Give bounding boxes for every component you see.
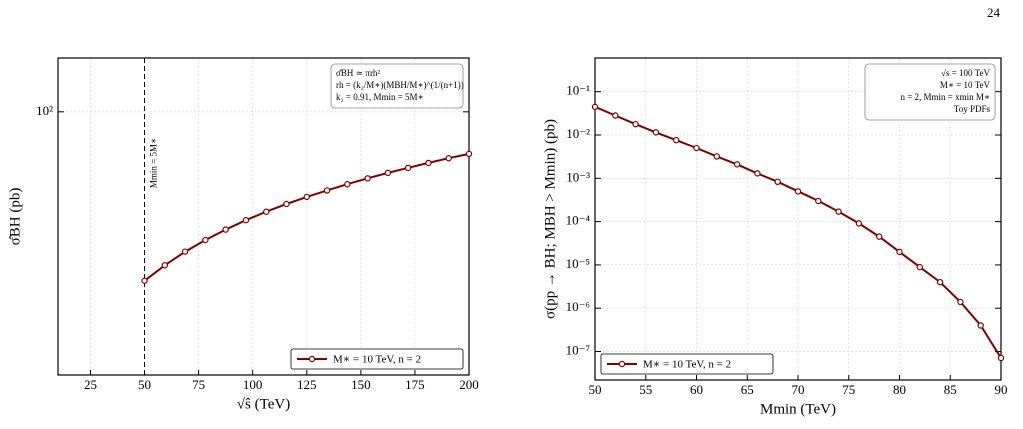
annotation-box [864,63,996,121]
data-point [997,354,1005,362]
x-tick-label: 90 [995,382,1008,397]
y-tick-label: 10⁻⁴ [566,213,591,228]
data-point [303,193,310,201]
y-axis-label: σ̂BH (pb) [7,188,23,246]
data-point [425,159,432,167]
data-point [323,187,331,194]
data-point [202,236,209,244]
y-axis-label: σ(pp → BH; MBH > Mmin) (pb) [542,119,558,319]
annotation-text: rh = (k₂/M∗)(MBH/M∗)^(1/(n+1)) [336,80,464,90]
data-point [835,208,842,215]
data-point [855,220,863,227]
x-tick-label: 85 [944,382,957,397]
x-axis-label: √ŝ (TeV) [237,396,290,412]
x-tick-label: 150 [351,377,371,392]
annotation-box [330,63,464,109]
data-point [263,208,270,215]
data-point [957,298,964,306]
data-point [794,188,802,195]
data-point [161,262,169,269]
data-point [774,178,781,186]
data-point [916,263,924,271]
data-point [733,161,741,168]
data-point [652,129,660,136]
x-tick-label: 55 [639,382,652,397]
x-tick-label: 70 [792,382,805,397]
series-line [594,105,1002,359]
y-tick-label: 10⁻⁷ [566,343,590,358]
annotation-text: σ̂BH ≃ πrh² [336,68,380,78]
data-point [632,120,639,128]
data-point [936,278,944,286]
x-tick-label: 75 [842,382,855,397]
annotation-text: √s = 100 TeV [941,68,990,78]
plot-frame [57,57,470,376]
x-tick-label: 200 [459,377,479,392]
legend-label: M∗ = 10 TeV, n = 2 [333,354,421,366]
data-point [713,153,721,160]
x-tick-label: 80 [893,382,906,397]
data-point [181,248,189,255]
x-tick-label: 100 [243,377,263,392]
annotation-text: Toy PDFs [954,104,991,114]
data-point [141,277,148,284]
y-tick-label: 10⁻⁶ [566,299,590,314]
y-tick-label: 10² [36,103,53,118]
data-point [754,170,761,177]
legend-label: M∗ = 10 TeV, n = 2 [643,359,731,371]
data-point [977,322,984,329]
annotation-text: k₂ = 0.91, Mmin = 5M∗ [336,92,424,102]
legend-box [600,353,774,375]
x-tick-label: 50 [589,382,602,397]
data-point [404,164,412,172]
data-point [465,150,473,158]
y-tick-label: 10⁻¹ [566,83,590,98]
data-point [222,226,229,233]
page-number: 24 [987,5,1001,20]
x-tick-label: 175 [405,377,425,392]
data-point [445,155,452,162]
legend-marker [618,360,626,368]
x-tick-label: 75 [192,377,205,392]
x-tick-label: 125 [297,377,317,392]
y-tick-label: 10⁻³ [566,169,590,184]
x-tick-label: 60 [690,382,703,397]
legend-box [290,348,464,370]
data-point [896,248,903,256]
data-point [876,233,883,240]
data-point [283,200,290,208]
data-point [344,181,351,188]
y-tick-label: 10⁻² [566,126,590,141]
data-point [242,217,250,224]
data-point [673,136,680,144]
data-point [612,112,619,119]
plot-frame [594,57,1002,381]
data-point [591,103,599,111]
reference-label: Mmin = 5M∗ [149,138,159,188]
legend-marker [308,355,316,363]
annotation-text: n = 2, Mmin = xmin M∗ [900,92,990,102]
data-point [815,197,822,205]
x-tick-label: 65 [741,382,754,397]
x-tick-label: 25 [84,377,97,392]
data-point [364,175,371,182]
y-tick-label: 10⁻⁵ [566,256,590,271]
data-point [384,169,392,177]
series-line [143,152,470,282]
x-tick-label: 50 [138,377,151,392]
data-point [693,144,700,152]
x-axis-label: Mmin (TeV) [760,401,836,417]
annotation-text: M∗ = 10 TeV [940,80,991,90]
